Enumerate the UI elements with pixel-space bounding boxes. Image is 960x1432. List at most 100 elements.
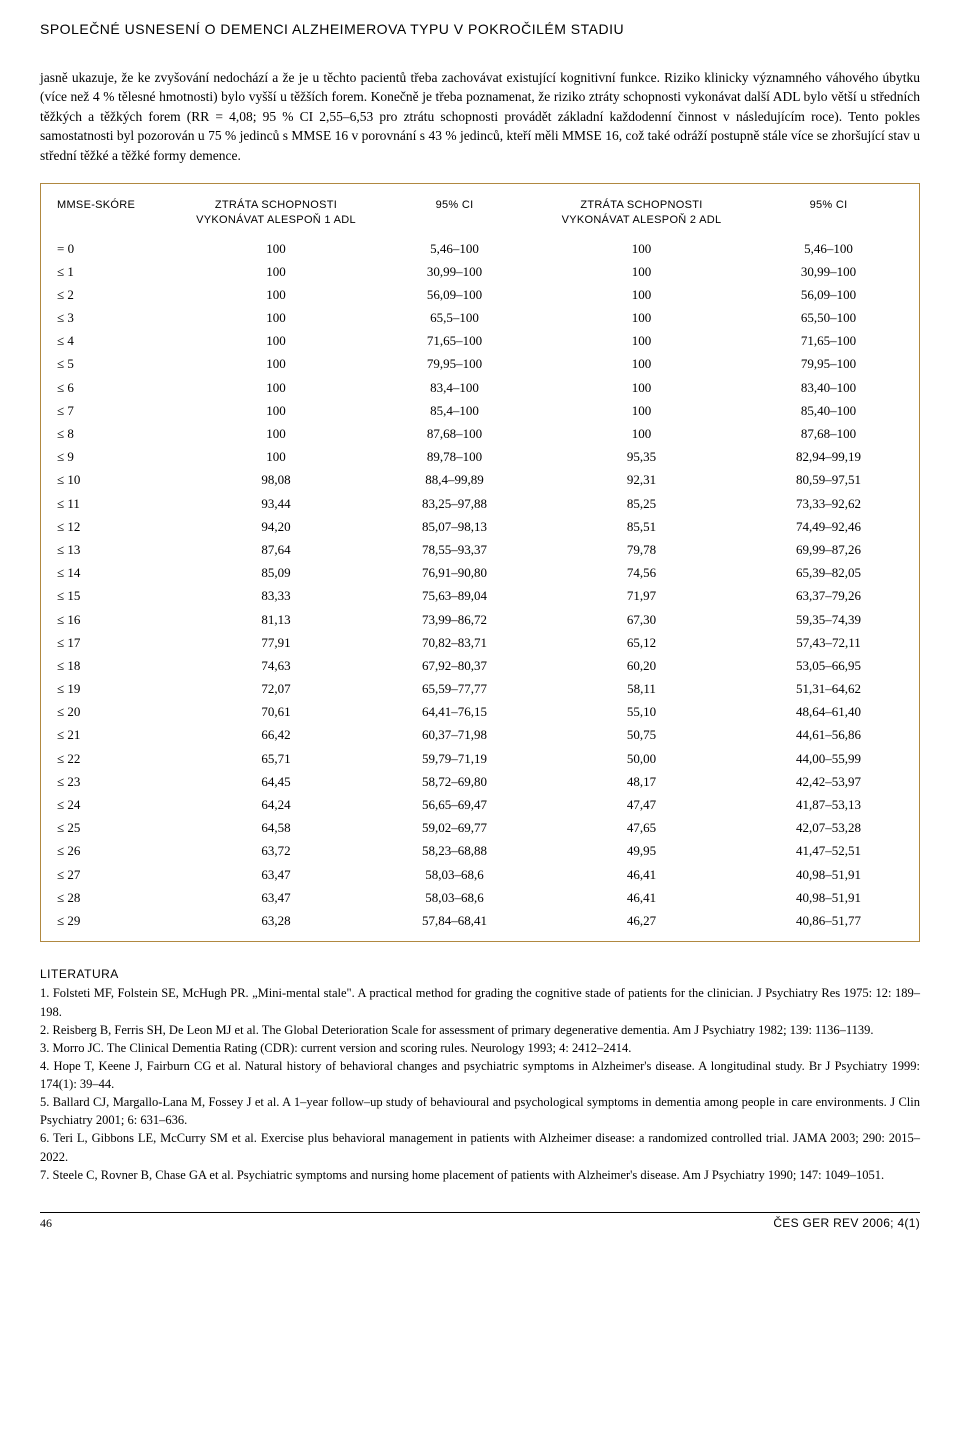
table-cell: 70,82–83,71 <box>378 631 531 654</box>
col-mmse: MMSE-SKÓRE <box>55 194 174 237</box>
table-cell: 81,13 <box>174 608 378 631</box>
table-row: ≤ 1098,0888,4–99,8992,3180,59–97,51 <box>55 469 905 492</box>
table-cell: ≤ 13 <box>55 538 174 561</box>
table-cell: ≤ 26 <box>55 840 174 863</box>
literature-item: 7. Steele C, Rovner B, Chase GA et al. P… <box>40 1166 920 1184</box>
table-cell: 100 <box>531 376 752 399</box>
literature-list: 1. Folsteti MF, Folstein SE, McHugh PR. … <box>40 984 920 1183</box>
page-number: 46 <box>40 1215 52 1232</box>
body-paragraph: jasně ukazuje, že ke zvyšování nedochází… <box>40 68 920 166</box>
table-cell: ≤ 7 <box>55 399 174 422</box>
table-cell: ≤ 20 <box>55 701 174 724</box>
table-cell: ≤ 24 <box>55 794 174 817</box>
table-cell: 56,65–69,47 <box>378 794 531 817</box>
table-cell: 83,4–100 <box>378 376 531 399</box>
table-cell: 64,58 <box>174 817 378 840</box>
table-cell: ≤ 28 <box>55 886 174 909</box>
literature-item: 3. Morro JC. The Clinical Dementia Ratin… <box>40 1039 920 1057</box>
table-row: ≤ 910089,78–10095,3582,94–99,19 <box>55 446 905 469</box>
table-cell: 85,25 <box>531 492 752 515</box>
table-cell: 53,05–66,95 <box>752 654 905 677</box>
table-cell: 58,23–68,88 <box>378 840 531 863</box>
table-cell: 44,00–55,99 <box>752 747 905 770</box>
table-cell: ≤ 19 <box>55 678 174 701</box>
table-cell: ≤ 1 <box>55 260 174 283</box>
table-cell: 100 <box>174 353 378 376</box>
table-cell: ≤ 16 <box>55 608 174 631</box>
table-cell: 100 <box>531 423 752 446</box>
table-row: ≤ 2963,2857,84–68,4146,2740,86–51,77 <box>55 909 905 932</box>
table-row: ≤ 2564,5859,02–69,7747,6542,07–53,28 <box>55 817 905 840</box>
table-cell: 63,47 <box>174 886 378 909</box>
table-cell: 58,03–68,6 <box>378 863 531 886</box>
table-cell: ≤ 29 <box>55 909 174 932</box>
table-cell: 92,31 <box>531 469 752 492</box>
table-cell: 5,46–100 <box>378 237 531 260</box>
table-cell: ≤ 9 <box>55 446 174 469</box>
page-title: SPOLEČNÉ USNESENÍ O DEMENCI ALZHEIMEROVA… <box>40 21 624 37</box>
table-cell: 100 <box>531 399 752 422</box>
table-cell: 48,64–61,40 <box>752 701 905 724</box>
table-cell: ≤ 6 <box>55 376 174 399</box>
table-cell: 42,42–53,97 <box>752 770 905 793</box>
table-row: ≤ 310065,5–10010065,50–100 <box>55 307 905 330</box>
table-cell: 87,68–100 <box>378 423 531 446</box>
literature-item: 1. Folsteti MF, Folstein SE, McHugh PR. … <box>40 984 920 1020</box>
table-cell: 41,87–53,13 <box>752 794 905 817</box>
table-cell: 88,4–99,89 <box>378 469 531 492</box>
table-cell: 71,97 <box>531 585 752 608</box>
page-header: SPOLEČNÉ USNESENÍ O DEMENCI ALZHEIMEROVA… <box>40 20 920 40</box>
table-cell: 73,33–92,62 <box>752 492 905 515</box>
table-cell: 55,10 <box>531 701 752 724</box>
table-row: ≤ 2763,4758,03–68,646,4140,98–51,91 <box>55 863 905 886</box>
table-row: ≤ 710085,4–10010085,40–100 <box>55 399 905 422</box>
table-row: ≤ 1972,0765,59–77,7758,1151,31–64,62 <box>55 678 905 701</box>
table-cell: 60,37–71,98 <box>378 724 531 747</box>
table-cell: 63,47 <box>174 863 378 886</box>
table-cell: ≤ 21 <box>55 724 174 747</box>
col-ci2: 95% CI <box>752 194 905 237</box>
table-cell: 64,45 <box>174 770 378 793</box>
table-row: = 01005,46–1001005,46–100 <box>55 237 905 260</box>
table-cell: 63,37–79,26 <box>752 585 905 608</box>
table-cell: 40,98–51,91 <box>752 863 905 886</box>
table-cell: 40,98–51,91 <box>752 886 905 909</box>
table-cell: 46,41 <box>531 886 752 909</box>
table-cell: 100 <box>174 330 378 353</box>
table-cell: 85,40–100 <box>752 399 905 422</box>
table-cell: 100 <box>531 353 752 376</box>
table-cell: 100 <box>174 237 378 260</box>
table-row: ≤ 810087,68–10010087,68–100 <box>55 423 905 446</box>
table-cell: 74,49–92,46 <box>752 515 905 538</box>
col-ci1: 95% CI <box>378 194 531 237</box>
table-cell: 72,07 <box>174 678 378 701</box>
table-cell: 42,07–53,28 <box>752 817 905 840</box>
table-cell: 100 <box>531 237 752 260</box>
table-row: ≤ 2070,6164,41–76,1555,1048,64–61,40 <box>55 701 905 724</box>
table-cell: 74,63 <box>174 654 378 677</box>
table-cell: ≤ 4 <box>55 330 174 353</box>
table-cell: 65,59–77,77 <box>378 678 531 701</box>
table-cell: 64,41–76,15 <box>378 701 531 724</box>
table-cell: 85,4–100 <box>378 399 531 422</box>
table-cell: 41,47–52,51 <box>752 840 905 863</box>
table-cell: 82,94–99,19 <box>752 446 905 469</box>
table-cell: ≤ 17 <box>55 631 174 654</box>
literature-item: 2. Reisberg B, Ferris SH, De Leon MJ et … <box>40 1021 920 1039</box>
table-row: ≤ 410071,65–10010071,65–100 <box>55 330 905 353</box>
table-cell: 30,99–100 <box>752 260 905 283</box>
table-cell: 76,91–90,80 <box>378 562 531 585</box>
table-cell: 65,39–82,05 <box>752 562 905 585</box>
table-cell: 70,61 <box>174 701 378 724</box>
table-cell: 51,31–64,62 <box>752 678 905 701</box>
table-cell: ≤ 15 <box>55 585 174 608</box>
literature-item: 4. Hope T, Keene J, Fairburn CG et al. N… <box>40 1057 920 1093</box>
table-cell: 71,65–100 <box>378 330 531 353</box>
table-cell: 79,95–100 <box>378 353 531 376</box>
table-cell: ≤ 2 <box>55 283 174 306</box>
table-cell: 56,09–100 <box>752 283 905 306</box>
table-cell: 78,55–93,37 <box>378 538 531 561</box>
table-cell: 69,99–87,26 <box>752 538 905 561</box>
table-cell: 47,65 <box>531 817 752 840</box>
table-cell: 60,20 <box>531 654 752 677</box>
